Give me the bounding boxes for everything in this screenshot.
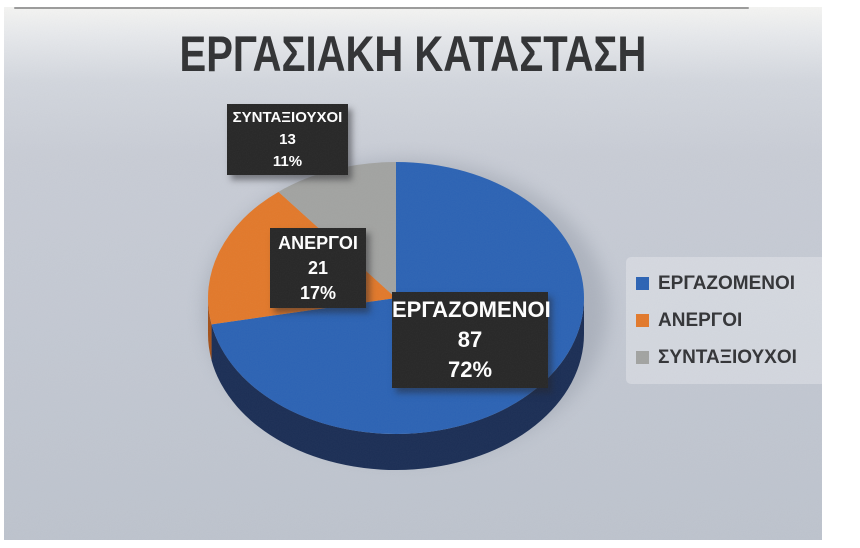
data-label-value: 13	[279, 130, 296, 148]
legend-color-swatch-gray	[636, 351, 649, 364]
legend-color-swatch-orange	[636, 314, 649, 327]
data-label-anergoi: ΑΝΕΡΓΟΙ 21 17%	[270, 228, 366, 308]
data-label-percent: 17%	[299, 282, 337, 303]
data-label-value: 21	[307, 257, 329, 278]
scanned-chart-page: ΕΡΓΑΣΙΑΚΗ ΚΑΤΑΣΤΑΣΗ ΣΥΝΤΑΞΙΟΥΧΟΙ 13 11% …	[4, 7, 834, 540]
legend-label: ΣΥΝΤΑΞΙΟΥΧΟΙ	[658, 346, 797, 368]
data-label-name: ΑΝΕΡΓΟΙ	[278, 232, 358, 253]
legend-color-swatch-blue	[636, 277, 649, 290]
legend-label: ΕΡΓΑΖΟΜΕΝΟΙ	[658, 272, 796, 294]
data-label-name: ΕΡΓΑΖΟΜΕΝΟΙ	[392, 297, 551, 322]
data-label-percent: 72%	[447, 357, 493, 382]
data-label-percent: 11%	[272, 152, 303, 170]
legend-item-ergazomenoi: ΕΡΓΑΖΟΜΕΝΟΙ	[636, 265, 826, 302]
legend-item-anergoi: ΑΝΕΡΓΟΙ	[636, 302, 826, 339]
chart-legend: ΕΡΓΑΖΟΜΕΝΟΙ ΑΝΕΡΓΟΙ ΣΥΝΤΑΞΙΟΥΧΟΙ	[626, 257, 834, 384]
data-label-syntaxiouxoi: ΣΥΝΤΑΞΙΟΥΧΟΙ 13 11%	[227, 104, 348, 175]
data-label-name: ΣΥΝΤΑΞΙΟΥΧΟΙ	[232, 108, 343, 126]
data-label-ergazomenoi: ΕΡΓΑΖΟΜΕΝΟΙ 87 72%	[392, 292, 551, 388]
legend-item-syntaxiouxoi: ΣΥΝΤΑΞΙΟΥΧΟΙ	[636, 339, 826, 376]
legend-label: ΑΝΕΡΓΟΙ	[658, 309, 743, 331]
data-label-value: 87	[457, 327, 483, 352]
